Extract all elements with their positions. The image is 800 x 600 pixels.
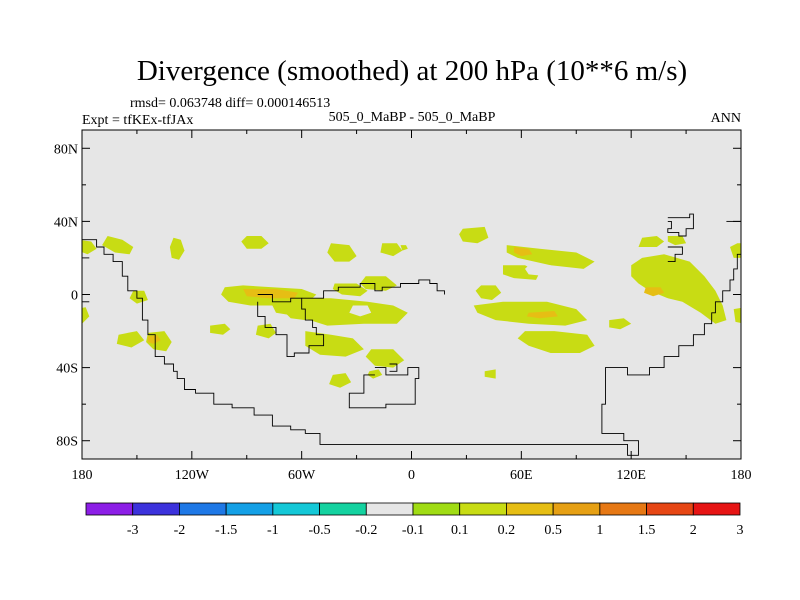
contour-region-2 xyxy=(82,307,90,324)
contour-region-26 xyxy=(475,285,502,300)
contour-region-31 xyxy=(638,236,665,247)
colorbar-label-2: -1.5 xyxy=(215,523,237,538)
colorbar-swatch-5 xyxy=(319,502,367,516)
colorbar-label-0: -3 xyxy=(127,523,139,538)
colorbar-label-6: -0.1 xyxy=(402,523,424,538)
colorbar-swatch-4 xyxy=(272,502,320,516)
colorbar-swatch-9 xyxy=(506,502,554,516)
coastline-3 xyxy=(348,367,420,409)
y-tick-label-2: 0 xyxy=(71,289,78,304)
contour-region-1 xyxy=(82,240,97,255)
colorbar-label-12: 2 xyxy=(690,523,697,538)
case-label: 505_0_MaBP - 505_0_MaBP xyxy=(329,110,496,125)
colorbar-label-5: -0.2 xyxy=(355,523,377,538)
contour-region-39 xyxy=(644,287,665,297)
colorbar-label-1: -2 xyxy=(174,523,186,538)
chart-title: Divergence (smoothed) at 200 hPa (10**6 … xyxy=(137,55,687,87)
contour-region-6 xyxy=(169,237,185,260)
x-tick-label-5: 120E xyxy=(616,468,646,483)
coastline-7 xyxy=(667,246,683,263)
x-tick-label-6: 180 xyxy=(731,468,752,483)
coastline-1 xyxy=(257,294,325,358)
colorbar-label-7: 0.1 xyxy=(451,523,469,538)
contour-region-0 xyxy=(102,236,134,255)
contour-region-3 xyxy=(129,290,148,304)
colorbar-swatch-1 xyxy=(132,502,180,516)
contour-region-9 xyxy=(210,323,231,335)
contour-region-29 xyxy=(609,318,632,330)
divergence-contours xyxy=(82,226,741,388)
stats-label: rmsd= 0.063748 diff= 0.000146513 xyxy=(130,96,330,111)
contour-region-4 xyxy=(116,331,145,348)
coastline-0 xyxy=(82,239,741,456)
contour-region-14 xyxy=(400,245,408,251)
colorbar-swatch-13 xyxy=(692,502,741,516)
contour-region-28 xyxy=(517,331,595,353)
x-tick-label-2: 60W xyxy=(288,468,316,483)
contour-region-19 xyxy=(365,349,405,368)
contour-region-7 xyxy=(241,236,269,249)
contour-region-20 xyxy=(329,373,352,388)
coastline-5 xyxy=(667,213,694,237)
contour-region-38 xyxy=(526,311,558,319)
colorbar-swatch-10 xyxy=(552,502,601,516)
x-tick-label-1: 120W xyxy=(175,468,210,483)
contour-region-18 xyxy=(305,331,364,357)
colorbar-swatch-7 xyxy=(412,502,461,516)
colorbar-label-3: -1 xyxy=(267,523,279,538)
contour-region-37 xyxy=(514,247,533,257)
y-tick-label-0: 80N xyxy=(54,142,78,157)
contour-region-41 xyxy=(349,305,372,317)
contour-region-17 xyxy=(272,298,408,326)
contour-region-15 xyxy=(332,283,368,297)
map-axes: 180 120W 60W 0 60E 120E 180 80N 40N 0 40S 80S xyxy=(54,130,752,483)
colorbar-label-4: -0.5 xyxy=(308,523,330,538)
contour-region-32 xyxy=(667,236,687,246)
colorbar-label-9: 0.5 xyxy=(544,523,562,538)
colorbar-label-13: 3 xyxy=(737,523,744,538)
contour-region-36 xyxy=(147,334,161,344)
colorbar-swatch-6 xyxy=(365,502,414,516)
colorbar-swatch-12 xyxy=(646,502,694,516)
contour-region-22 xyxy=(484,369,496,379)
contour-region-40 xyxy=(525,265,558,277)
y-tick-label-4: 80S xyxy=(56,435,78,450)
x-tick-label-4: 60E xyxy=(510,468,533,483)
colorbar-label-8: 0.2 xyxy=(498,523,516,538)
colorbar-swatch-8 xyxy=(459,502,507,516)
coastline-4 xyxy=(389,363,398,372)
colorbar-swatch-0 xyxy=(85,502,134,516)
x-tick-label-0: 180 xyxy=(72,468,93,483)
colorbar: -3 -2 -1.5 -1 -0.5 -0.2 -0.1 0.1 0.2 0.5 1 1.5 2 3 xyxy=(85,502,744,538)
y-tick-label-1: 40N xyxy=(54,215,78,230)
contour-region-34 xyxy=(733,307,741,323)
contour-region-23 xyxy=(459,226,489,244)
contour-region-21 xyxy=(367,369,383,379)
contour-region-12 xyxy=(327,243,357,262)
colorbar-swatch-2 xyxy=(179,502,227,516)
experiment-label: Expt = tfKEx-tfJAx xyxy=(82,113,193,128)
x-tick-label-3: 0 xyxy=(408,468,415,483)
y-tick-label-3: 40S xyxy=(56,362,78,377)
contour-region-35 xyxy=(243,289,298,299)
contour-region-30 xyxy=(631,254,727,324)
coastline-2 xyxy=(301,279,445,299)
colorbar-swatch-11 xyxy=(599,502,647,516)
colorbar-swatch-3 xyxy=(225,502,274,516)
map-plot-area xyxy=(82,130,741,459)
season-label: ANN xyxy=(711,111,741,126)
colorbar-label-10: 1 xyxy=(596,523,603,538)
contour-region-42 xyxy=(656,298,668,306)
colorbar-label-11: 1.5 xyxy=(638,523,656,538)
contour-region-13 xyxy=(380,243,403,257)
